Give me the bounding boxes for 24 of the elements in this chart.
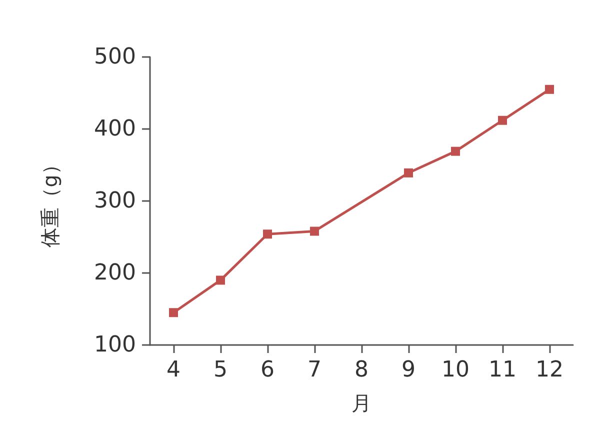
x-tick-label: 12 bbox=[536, 358, 564, 382]
x-tick-label: 5 bbox=[214, 358, 228, 382]
x-tick-label: 4 bbox=[166, 358, 180, 382]
x-tick-label: 7 bbox=[308, 358, 322, 382]
x-tick-label: 9 bbox=[402, 358, 416, 382]
y-tick-label: 500 bbox=[94, 44, 136, 70]
point bbox=[498, 116, 507, 125]
point bbox=[263, 230, 272, 239]
x-tick-label: 6 bbox=[260, 358, 274, 382]
y-axis-title: 体重（g） bbox=[38, 154, 62, 248]
y-tick-label: 300 bbox=[94, 188, 136, 214]
point bbox=[310, 226, 319, 236]
y-tick-label: 100 bbox=[94, 332, 136, 358]
x-tick-label: 10 bbox=[442, 358, 470, 382]
point bbox=[169, 308, 178, 318]
y-tick-label: 200 bbox=[94, 260, 136, 286]
x-axis-title: 月 bbox=[352, 391, 372, 415]
point bbox=[545, 84, 554, 94]
point bbox=[451, 146, 460, 156]
x-tick-label: 8 bbox=[354, 358, 368, 382]
x-tick-label: 11 bbox=[488, 358, 516, 382]
y-tick-label: 400 bbox=[94, 116, 136, 142]
point bbox=[216, 276, 225, 285]
point bbox=[404, 168, 413, 178]
